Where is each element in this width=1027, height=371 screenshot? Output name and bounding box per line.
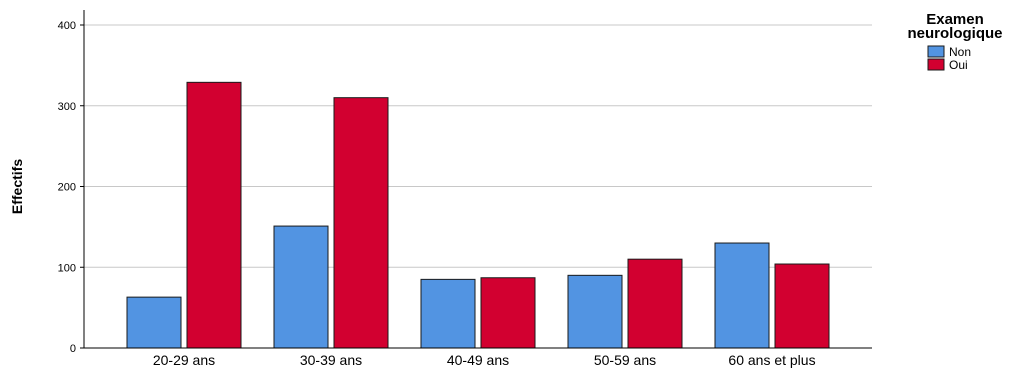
y-tick-label: 200 [58, 182, 76, 194]
y-tick-label: 400 [58, 20, 76, 32]
legend-title-line-2: neurologique [908, 25, 1003, 42]
x-tick-label: 60 ans et plus [728, 352, 815, 368]
bar-oui-5 [774, 263, 830, 349]
bar-non-4 [567, 274, 623, 349]
bar-non-5 [714, 242, 770, 349]
bars [126, 81, 830, 349]
legend-label-non: Non [949, 45, 971, 59]
legend-swatch-non [927, 45, 945, 58]
x-tick-label: 20-29 ans [153, 352, 215, 368]
legend-label-oui: Oui [949, 58, 968, 72]
x-tick-label: 40-49 ans [447, 352, 509, 368]
y-tick-label: 300 [58, 101, 76, 113]
bar-non-2 [273, 225, 329, 349]
x-tick-label: 50-59 ans [594, 352, 656, 368]
y-axis-ticks: 0 100 200 300 400 [58, 20, 84, 355]
y-tick-label: 0 [70, 343, 76, 355]
bar-non-3 [420, 278, 476, 349]
x-axis-ticks: 20-29 ans 30-39 ans 40-49 ans 50-59 ans 60 a… [153, 352, 816, 368]
bar-oui-2 [333, 97, 389, 349]
bar-oui-1 [186, 81, 242, 349]
legend-title-line-1: Examen [926, 11, 984, 28]
bar-oui-3 [480, 277, 536, 349]
legend-swatch-oui [927, 58, 945, 71]
bar-oui-4 [627, 258, 683, 349]
y-tick-label: 100 [58, 262, 76, 274]
bar-non-1 [126, 296, 182, 349]
x-tick-label: 30-39 ans [300, 352, 362, 368]
y-axis-label: Effectifs [9, 159, 25, 214]
